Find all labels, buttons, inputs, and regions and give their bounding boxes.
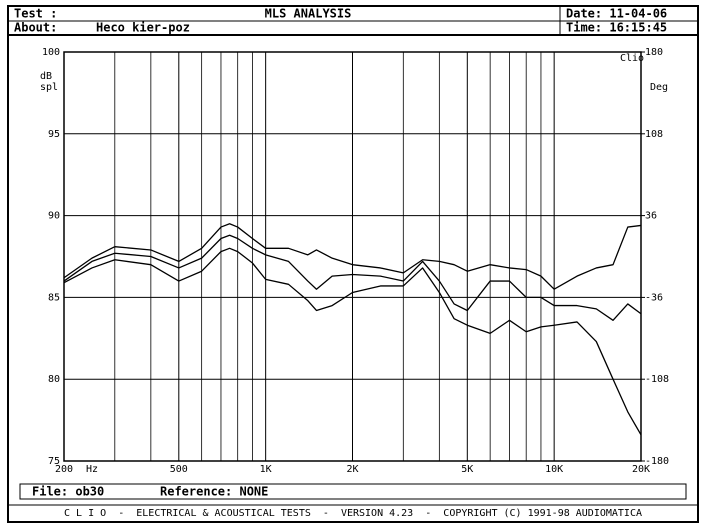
y-tick-label: 85 [48,292,60,303]
x-tick-label: 5K [461,464,473,475]
y-tick-label: 90 [48,211,60,222]
outer-frame [7,5,699,523]
time: Time: 16:15:45 [566,21,667,35]
x-tick-label: 10K [545,464,563,475]
header-title: MLS ANALYSIS [265,7,352,21]
y2-tick-label: 36 [645,211,657,222]
x-tick-label: 1K [260,464,272,475]
y-tick-label: 100 [42,47,60,58]
credits: C L I O - ELECTRICAL & ACOUSTICAL TESTS … [64,508,642,519]
file-box [19,483,687,500]
x-axis-label: Hz [86,464,98,475]
date: Date: 11-04-06 [566,7,667,21]
x-tick-label: 200 [55,464,73,475]
brand: Clio [620,53,644,64]
y2-tick-label: -36 [645,292,663,303]
response-line [63,234,642,321]
y-tick-label: 95 [48,129,60,140]
y-tick-label: 75 [48,456,60,467]
about: Heco kier-poz [96,21,190,35]
y2-tick-label: 180 [645,47,663,58]
y-tick-label: 80 [48,374,60,385]
response-line [63,247,642,436]
y2-tick-label: 108 [645,129,663,140]
file: File: ob30 [32,485,104,499]
response-line [63,223,642,290]
x-tick-label: 2K [346,464,358,475]
y2-tick-label: -180 [645,456,669,467]
y-axis-label: spl [40,82,58,93]
about-label: About: [14,21,57,35]
y-axis-label: dB [40,71,52,82]
y2-tick-label: -108 [645,374,669,385]
x-tick-label: 500 [170,464,188,475]
x-tick-label: 20K [632,464,650,475]
test-label: Test : [14,7,57,21]
reference: Reference: NONE [160,485,268,499]
y2-axis-label: Deg [650,82,668,93]
